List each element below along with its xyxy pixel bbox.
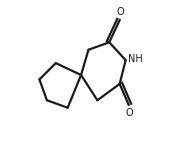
Text: O: O (126, 108, 133, 118)
Text: NH: NH (128, 54, 143, 64)
Text: O: O (117, 7, 124, 17)
